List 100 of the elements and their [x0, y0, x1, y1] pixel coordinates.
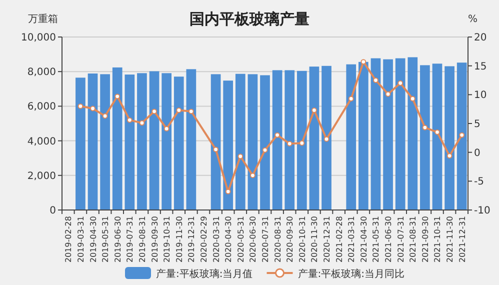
- x-tick-label: 2019-02-28: [64, 216, 74, 262]
- y-axis-title: 万重箱: [28, 13, 58, 25]
- x-tick-label: 2021-09-30: [420, 216, 430, 262]
- point: [139, 120, 145, 126]
- x-tick-label: 2019-03-31: [76, 216, 86, 262]
- point: [114, 94, 120, 100]
- x-tick-label: 2019-12-31: [187, 216, 196, 262]
- bar: [444, 66, 454, 210]
- bar: [296, 70, 307, 210]
- bar: [284, 70, 295, 210]
- point: [90, 106, 96, 112]
- point: [238, 154, 244, 160]
- x-tick-label: 2021-10-31: [433, 216, 442, 262]
- x-tick-label: 2021-08-31: [408, 216, 418, 262]
- x-tick-label: 2021-07-31: [396, 216, 406, 262]
- x-tick-label: 2021-05-31: [372, 216, 381, 262]
- point: [410, 96, 416, 102]
- y-tick-label: 10,000: [21, 32, 56, 44]
- bar: [248, 74, 258, 210]
- x-tick-label: 2020-10-31: [298, 216, 307, 262]
- point: [102, 113, 108, 119]
- x-tick-label: 2021-02-28: [334, 216, 344, 262]
- bar: [76, 78, 86, 210]
- bar: [432, 64, 442, 210]
- point: [299, 140, 305, 146]
- bar: [408, 57, 418, 210]
- bar: [322, 66, 332, 210]
- bar: [358, 62, 368, 210]
- x-tick-label: 2020-05-31: [236, 216, 246, 262]
- y2-tick-label: 0: [474, 148, 480, 159]
- x-tick-label: 2020-12-31: [322, 216, 332, 262]
- point: [373, 78, 378, 83]
- chart-title: 国内平板玻璃产量: [190, 10, 310, 28]
- y-tick-label: 6,000: [27, 102, 56, 113]
- bar: [210, 74, 221, 210]
- point: [213, 146, 218, 152]
- y-tick-label: 4,000: [27, 136, 56, 148]
- bar: [223, 80, 234, 210]
- point: [324, 136, 330, 142]
- y2-tick-label: -5: [474, 176, 484, 188]
- x-tick-label: 2020-04-30: [224, 216, 234, 262]
- point: [398, 80, 404, 86]
- bar: [88, 74, 98, 210]
- x-tick-label: 2021-04-30: [359, 216, 368, 262]
- x-tick-label: 2021-11-30: [446, 216, 455, 262]
- point: [348, 96, 354, 102]
- x-tick-label: 2019-11-30: [174, 216, 184, 262]
- x-tick-label: 2020-11-30: [310, 216, 320, 262]
- x-tick-label: 2021-03-31: [347, 216, 356, 262]
- bar: [235, 74, 246, 210]
- x-tick-label: 2019-08-31: [138, 216, 147, 262]
- x-tick-label: 2019-04-30: [88, 216, 98, 262]
- bar: [420, 65, 430, 210]
- y-tick-label: 0: [50, 206, 56, 216]
- x-tick-label: 2020-07-31: [261, 216, 270, 262]
- y2-tick-label: 5: [474, 119, 480, 130]
- bar: [395, 58, 406, 210]
- point: [286, 140, 292, 146]
- point: [360, 59, 366, 64]
- legend-label: 产量:平板玻璃:当月值: [156, 268, 253, 280]
- x-tick-label: 2020-06-30: [248, 216, 258, 262]
- point: [385, 91, 391, 97]
- x-tick-label: 2021-06-30: [384, 216, 394, 262]
- point: [188, 108, 194, 114]
- point: [152, 108, 157, 114]
- bar: [174, 76, 184, 210]
- point: [78, 104, 84, 109]
- point: [126, 117, 132, 123]
- x-tick-label: 2019-05-31: [101, 216, 110, 262]
- point: [422, 124, 428, 130]
- bar: [137, 73, 147, 210]
- y2-axis-title: %: [468, 14, 478, 25]
- x-tick-label: 2019-09-30: [150, 216, 160, 262]
- bar: [346, 64, 356, 210]
- bar: [162, 73, 172, 210]
- point: [274, 132, 280, 138]
- bar: [260, 75, 270, 210]
- point: [459, 132, 465, 138]
- point: [312, 108, 317, 113]
- y2-tick-label: 15: [474, 61, 487, 72]
- point: [262, 147, 268, 153]
- bar: [124, 74, 135, 210]
- bar: [383, 59, 393, 210]
- x-tick-label: 2019-07-31: [126, 216, 135, 262]
- x-tick-label: 2020-02-29: [199, 216, 208, 262]
- bar: [112, 67, 122, 210]
- point: [250, 172, 256, 178]
- x-tick-label: 2020-08-31: [273, 216, 282, 262]
- point: [176, 108, 182, 113]
- x-tick-label: 2019-06-30: [113, 216, 122, 262]
- bar: [456, 62, 467, 210]
- x-tick-label: 2021-12-31: [458, 216, 467, 262]
- point: [434, 129, 440, 135]
- bar: [149, 71, 160, 210]
- x-tick-label: 2020-09-30: [286, 216, 295, 262]
- bar: [309, 66, 320, 210]
- x-tick-label: 2019-10-31: [162, 216, 172, 262]
- bar: [370, 58, 381, 210]
- y2-tick-label: -10: [474, 206, 490, 216]
- bar: [186, 69, 196, 210]
